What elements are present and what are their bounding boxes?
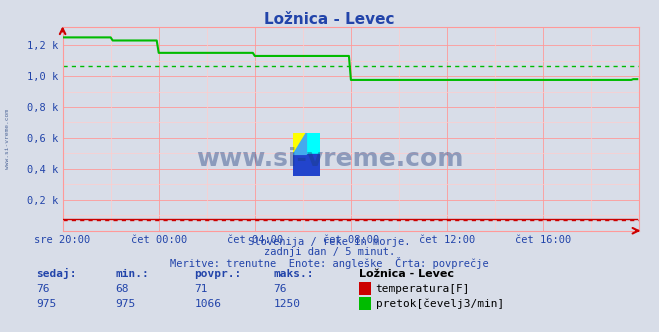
Text: povpr.:: povpr.:	[194, 269, 242, 279]
Text: www.si-vreme.com: www.si-vreme.com	[196, 147, 463, 171]
Text: 76: 76	[273, 284, 287, 294]
Text: 68: 68	[115, 284, 129, 294]
Text: sedaj:: sedaj:	[36, 268, 76, 279]
Text: 76: 76	[36, 284, 49, 294]
Text: 1066: 1066	[194, 299, 221, 309]
Bar	[293, 154, 320, 176]
Text: www.si-vreme.com: www.si-vreme.com	[5, 110, 11, 169]
Text: zadnji dan / 5 minut.: zadnji dan / 5 minut.	[264, 247, 395, 257]
Text: min.:: min.:	[115, 269, 149, 279]
Text: 71: 71	[194, 284, 208, 294]
Bar	[306, 133, 320, 154]
Text: 975: 975	[115, 299, 136, 309]
Text: Ložnica - Levec: Ložnica - Levec	[264, 12, 395, 27]
Text: 1250: 1250	[273, 299, 301, 309]
Text: 975: 975	[36, 299, 57, 309]
Polygon shape	[293, 133, 306, 154]
Text: Slovenija / reke in morje.: Slovenija / reke in morje.	[248, 237, 411, 247]
Text: pretok[čevelj3/min]: pretok[čevelj3/min]	[376, 298, 504, 309]
Text: maks.:: maks.:	[273, 269, 314, 279]
Text: temperatura[F]: temperatura[F]	[376, 284, 470, 294]
Text: Ložnica - Levec: Ložnica - Levec	[359, 269, 454, 279]
Bar	[293, 133, 306, 154]
Text: Meritve: trenutne  Enote: angleške  Črta: povprečje: Meritve: trenutne Enote: angleške Črta: …	[170, 257, 489, 269]
